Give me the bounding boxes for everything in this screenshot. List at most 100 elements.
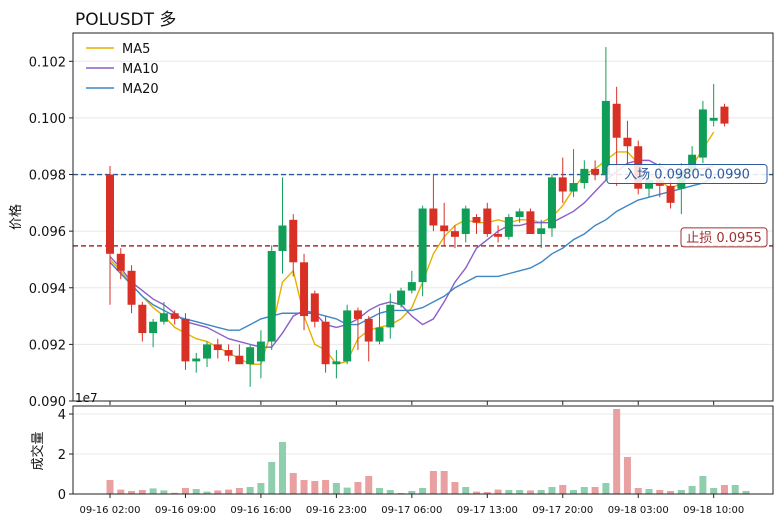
candle-body [429, 208, 438, 226]
volume-bar [354, 482, 362, 494]
candle-body [170, 313, 179, 319]
candle [364, 316, 373, 362]
candle [429, 174, 438, 232]
volume-bar [300, 480, 308, 494]
volume-bar [246, 487, 254, 494]
volume-bar [181, 488, 189, 494]
candle [407, 270, 416, 294]
volume-bar [268, 462, 276, 494]
candle [149, 318, 158, 348]
chart-legend: MA5 MA10 MA20 [86, 42, 159, 97]
candle [709, 83, 718, 127]
volume-bar [192, 489, 200, 494]
volume-y-tick-labels: 0 2 4 [58, 408, 73, 503]
stop-label: 止损 0.0955 [686, 231, 762, 246]
reference-line-labels: 入场 0.0980-0.0990 止损 0.0955 [606, 164, 768, 248]
candle [278, 177, 287, 274]
candle [601, 47, 610, 181]
candle-body [159, 313, 168, 322]
x-tick-label: 09-17 20:00 [532, 505, 593, 516]
volume-bar [710, 488, 718, 494]
candle [321, 316, 330, 373]
volume-bar [656, 490, 664, 494]
volume-bar [138, 490, 146, 494]
volume-y-tick-label: 2 [58, 448, 66, 463]
x-tick-label: 09-18 03:00 [608, 505, 669, 516]
price-y-tick-label: 0.098 [29, 169, 66, 184]
candle [591, 160, 600, 181]
volume-bar [365, 476, 373, 494]
candle-body [515, 211, 524, 217]
candle-body [688, 154, 697, 172]
price-y-tick-label: 0.094 [29, 282, 66, 297]
candle [246, 344, 255, 387]
volume-bar [742, 491, 750, 494]
candle-body [300, 262, 309, 317]
volume-bar [645, 489, 653, 494]
candle [300, 253, 309, 331]
candle-body [267, 250, 276, 342]
ma-line-ma10 [109, 159, 714, 348]
volume-bar [591, 487, 599, 494]
candle-body [278, 225, 287, 251]
candle-body [698, 109, 707, 158]
price-y-tick-label: 0.102 [29, 55, 66, 70]
candle [375, 307, 384, 345]
volume-bar [322, 480, 330, 494]
price-y-tick-label: 0.100 [29, 112, 66, 127]
candle-body [591, 168, 600, 175]
price-y-tick-label: 0.096 [29, 225, 66, 240]
candle [494, 225, 503, 243]
candle-body [407, 282, 416, 291]
legend-label-ma20: MA20 [122, 82, 159, 97]
candle-body [375, 327, 384, 342]
candle [256, 330, 265, 379]
volume-bar [408, 491, 416, 494]
volume-bar [429, 471, 437, 494]
price-y-tick-label: 0.090 [29, 395, 66, 410]
candle-body [709, 117, 718, 121]
candle-body [666, 185, 675, 203]
volume-bar [343, 487, 351, 494]
candle [397, 287, 406, 308]
stop-label-box [680, 227, 768, 248]
candle-body [612, 103, 621, 138]
candle-body [580, 168, 589, 184]
candle-body [450, 231, 459, 237]
volume-panel: 024 1e7 成交量 09-16 02:00 09-16 09:00 09-16 … [30, 391, 774, 516]
price-panel: 0.090 0.092 0.094 0.096 0.098 0.100 0.102 价格 M… [8, 32, 774, 410]
candle [289, 214, 298, 277]
candle-body [418, 208, 427, 283]
candle [203, 341, 212, 368]
price-plot-frame [72, 32, 774, 402]
candle-body [235, 355, 244, 365]
candle [547, 174, 556, 237]
candle [138, 301, 147, 342]
candle-body [504, 217, 513, 237]
candle [332, 350, 341, 379]
candle [353, 307, 362, 351]
volume-y-tick-label: 4 [58, 408, 66, 423]
price-y-tick-label: 0.092 [29, 338, 66, 353]
volume-y-tick-label: 0 [58, 488, 66, 503]
x-tick-label: 09-16 23:00 [306, 505, 367, 516]
candle-body [601, 100, 610, 175]
candle-body [461, 208, 470, 234]
volume-bar [623, 457, 631, 494]
candle-body [321, 321, 330, 365]
candle [127, 265, 136, 314]
candle [192, 352, 201, 373]
volume-gridlines [73, 413, 773, 495]
candle [720, 103, 729, 127]
candle [386, 293, 395, 339]
price-y-tick-labels: 0.090 0.092 0.094 0.096 0.098 0.100 0.102 [29, 55, 73, 410]
candle [558, 157, 567, 203]
volume-bar [419, 488, 427, 494]
volume-bar [235, 488, 243, 494]
candle [224, 344, 233, 362]
candle [159, 301, 168, 325]
candle-body [558, 177, 567, 192]
volume-bars [106, 409, 750, 494]
volume-bar [483, 492, 491, 494]
candle-body [224, 350, 233, 356]
